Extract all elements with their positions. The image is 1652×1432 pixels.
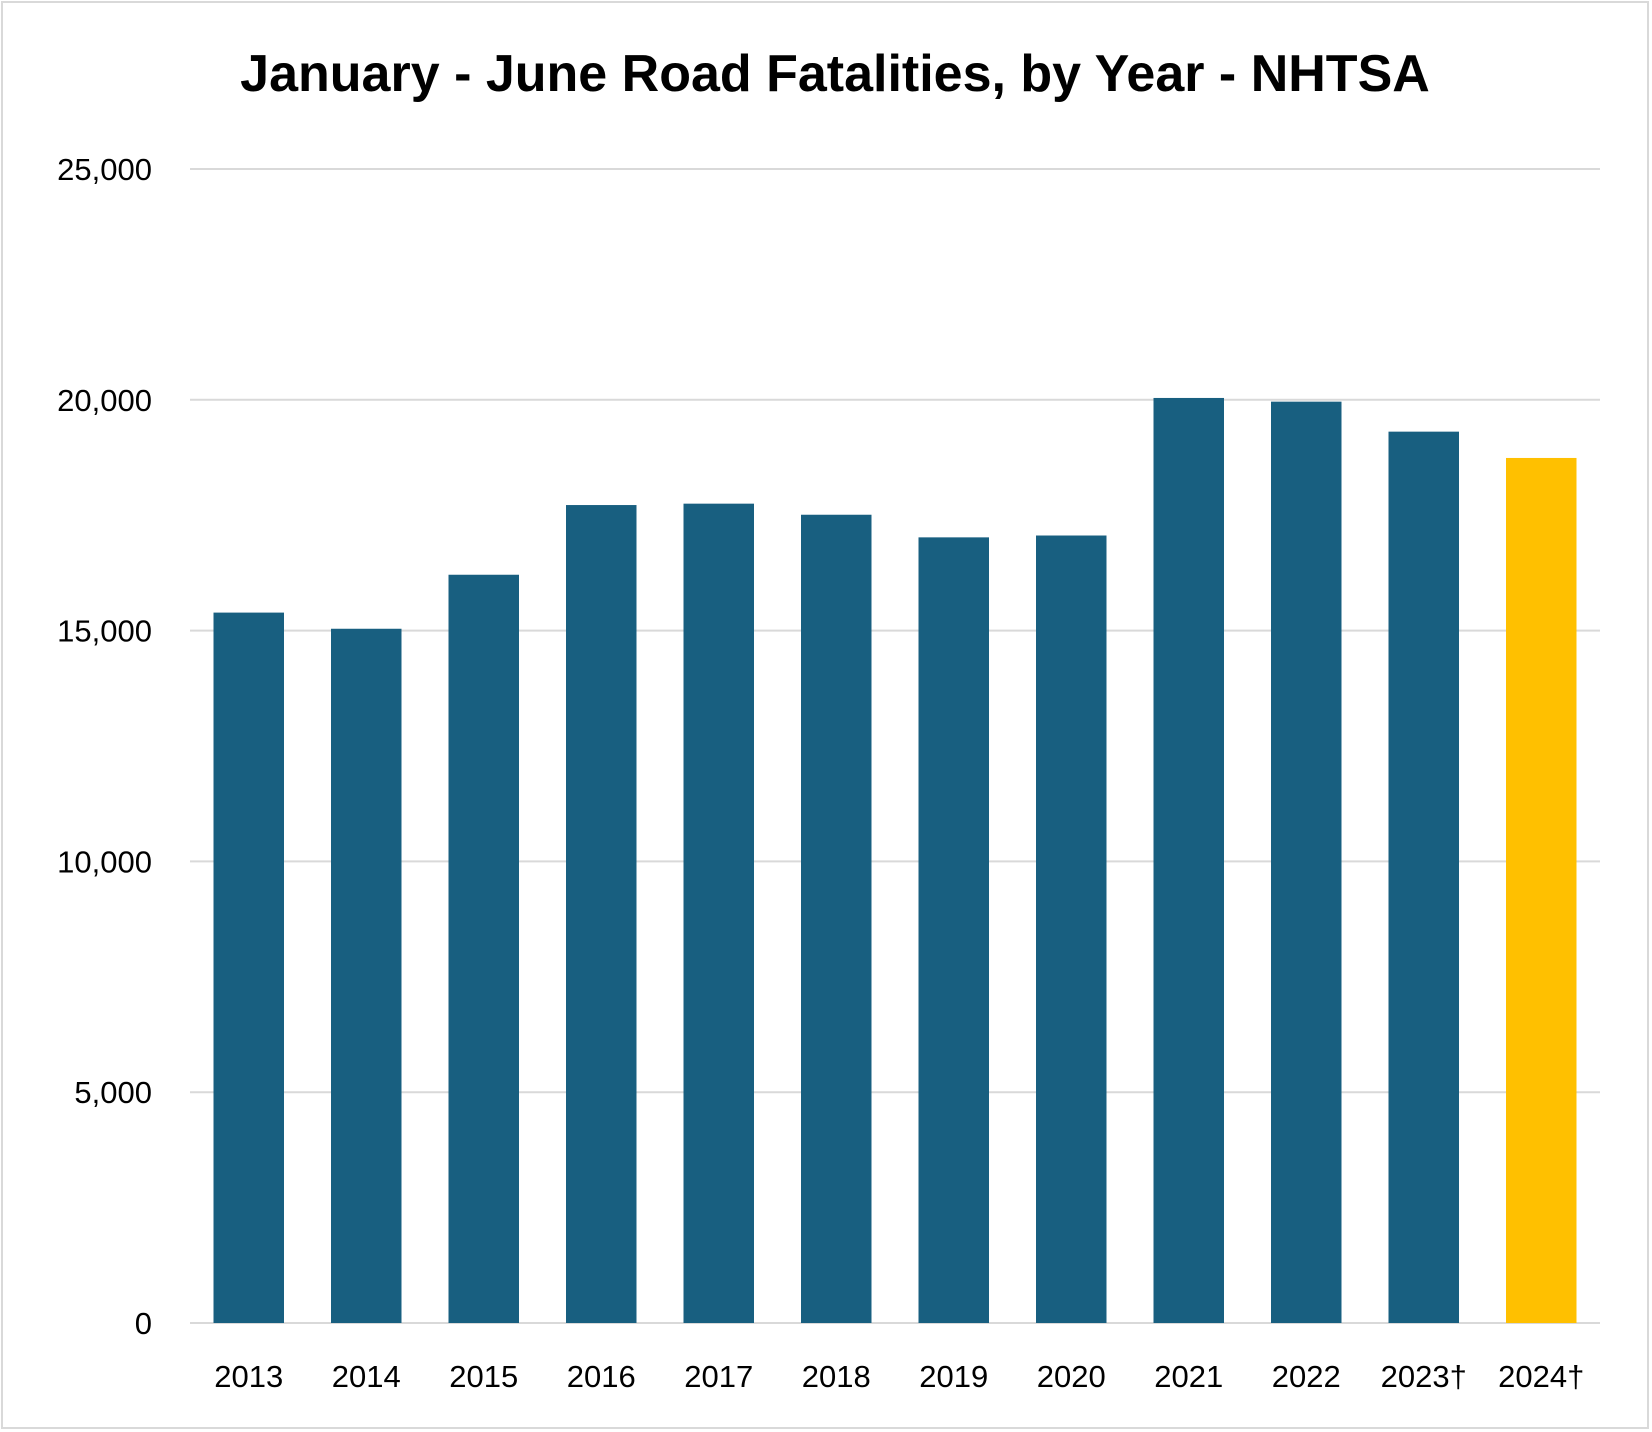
y-tick-label: 10,000 (57, 844, 152, 879)
bar-2022 (1271, 401, 1342, 1324)
bar-2016 (566, 505, 637, 1323)
x-tick-label: 2013 (214, 1359, 283, 1394)
y-tick-label: 0 (135, 1306, 152, 1341)
x-tick-label: 2018 (802, 1359, 871, 1394)
x-tick-label: 2022 (1272, 1359, 1341, 1394)
x-tick-label: 2014 (332, 1359, 401, 1394)
bars (213, 397, 1577, 1324)
y-tick-label: 5,000 (74, 1075, 152, 1110)
chart-title: January - June Road Fatalities, by Year … (240, 45, 1430, 103)
bar-2015 (448, 574, 519, 1323)
x-tick-label: 2017 (684, 1359, 753, 1394)
x-tick-label: 2021 (1154, 1359, 1223, 1394)
y-axis-ticks: 0 5,000 10,000 15,000 20,000 25,000 (57, 152, 152, 1341)
x-tick-label: 2024† (1498, 1359, 1584, 1394)
bar-2013 (213, 612, 284, 1323)
x-tick-label: 2023† (1381, 1359, 1467, 1394)
bar-2023 (1388, 431, 1459, 1323)
gridlines (190, 168, 1600, 1324)
bar-2018 (801, 514, 872, 1323)
x-tick-label: 2020 (1037, 1359, 1106, 1394)
bar-2024 (1506, 457, 1577, 1323)
y-tick-label: 25,000 (57, 152, 152, 187)
bar-2021 (1153, 397, 1224, 1323)
x-tick-label: 2016 (567, 1359, 636, 1394)
x-tick-label: 2019 (919, 1359, 988, 1394)
y-tick-label: 20,000 (57, 383, 152, 418)
x-tick-label: 2015 (449, 1359, 518, 1394)
bar-2014 (331, 628, 402, 1323)
bar-2019 (918, 537, 989, 1323)
bar-2017 (683, 503, 754, 1323)
y-tick-label: 15,000 (57, 614, 152, 649)
x-axis-ticks: 2013 2014 2015 2016 2017 2018 2019 2020 2021 2022… (214, 1359, 1584, 1394)
bar-2020 (1036, 535, 1107, 1323)
